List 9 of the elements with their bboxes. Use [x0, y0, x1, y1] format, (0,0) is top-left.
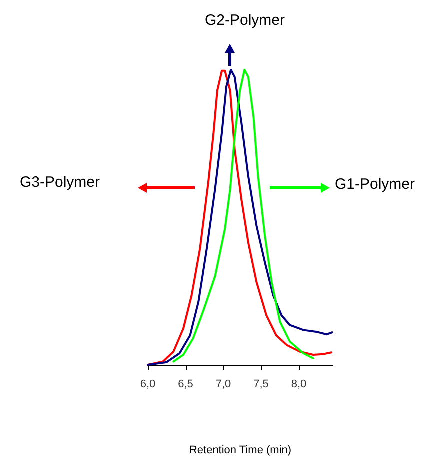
text: G2-Polymer: [205, 12, 286, 29]
x-tick-label: 8,0: [291, 378, 307, 390]
text: G3-Polymer: [20, 174, 100, 191]
x-axis-title: Retention Time (min): [189, 444, 292, 456]
text: G1-Polymer: [335, 176, 416, 193]
x-tick-label: 7,5: [254, 378, 269, 390]
x-tick-label: 6,0: [140, 378, 156, 390]
x-tick-label: 7,0: [216, 378, 232, 390]
x-tick-label: 6,5: [178, 378, 194, 390]
